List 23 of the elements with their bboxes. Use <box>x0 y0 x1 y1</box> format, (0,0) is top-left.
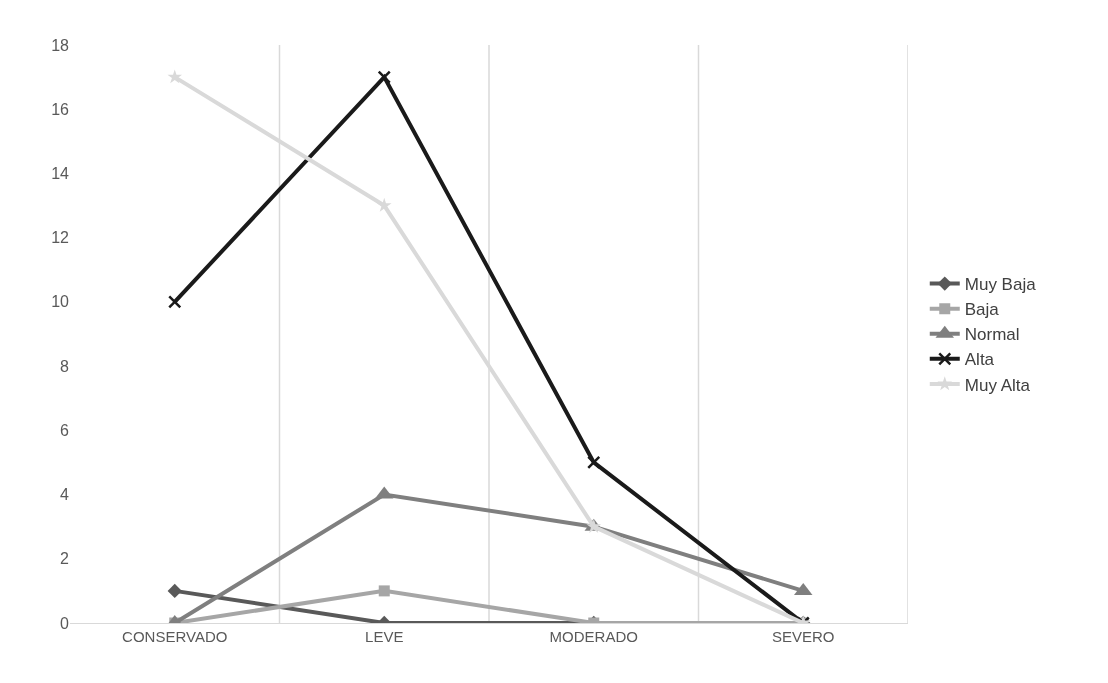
y-tick-label: 16 <box>51 100 70 118</box>
y-tick-label: 14 <box>51 165 70 183</box>
legend-label: Normal <box>964 325 1020 345</box>
y-tick-label: 8 <box>60 357 70 375</box>
y-tick-label: 2 <box>60 550 70 568</box>
legend-label: Baja <box>964 300 1000 320</box>
y-tick-label: 0 <box>60 614 70 632</box>
y-tick-label: 18 <box>51 36 70 54</box>
y-tick-label: 10 <box>51 293 70 311</box>
legend-label: Alta <box>964 350 995 370</box>
point <box>376 197 392 212</box>
legend-label: Muy Baja <box>964 275 1037 295</box>
y-tick-label: 4 <box>60 486 70 504</box>
legend-label: Muy Alta <box>964 375 1031 395</box>
x-tick-label: CONSERVADO <box>122 628 228 645</box>
point <box>167 69 183 84</box>
x-tick-label: MODERADO <box>549 628 638 645</box>
x-tick-label: SEVERO <box>771 628 835 645</box>
y-tick-label: 12 <box>51 229 70 247</box>
point <box>377 70 391 84</box>
x-tick-label: LEVE <box>365 628 404 645</box>
point <box>168 295 182 309</box>
y-tick-label: 6 <box>60 421 70 439</box>
